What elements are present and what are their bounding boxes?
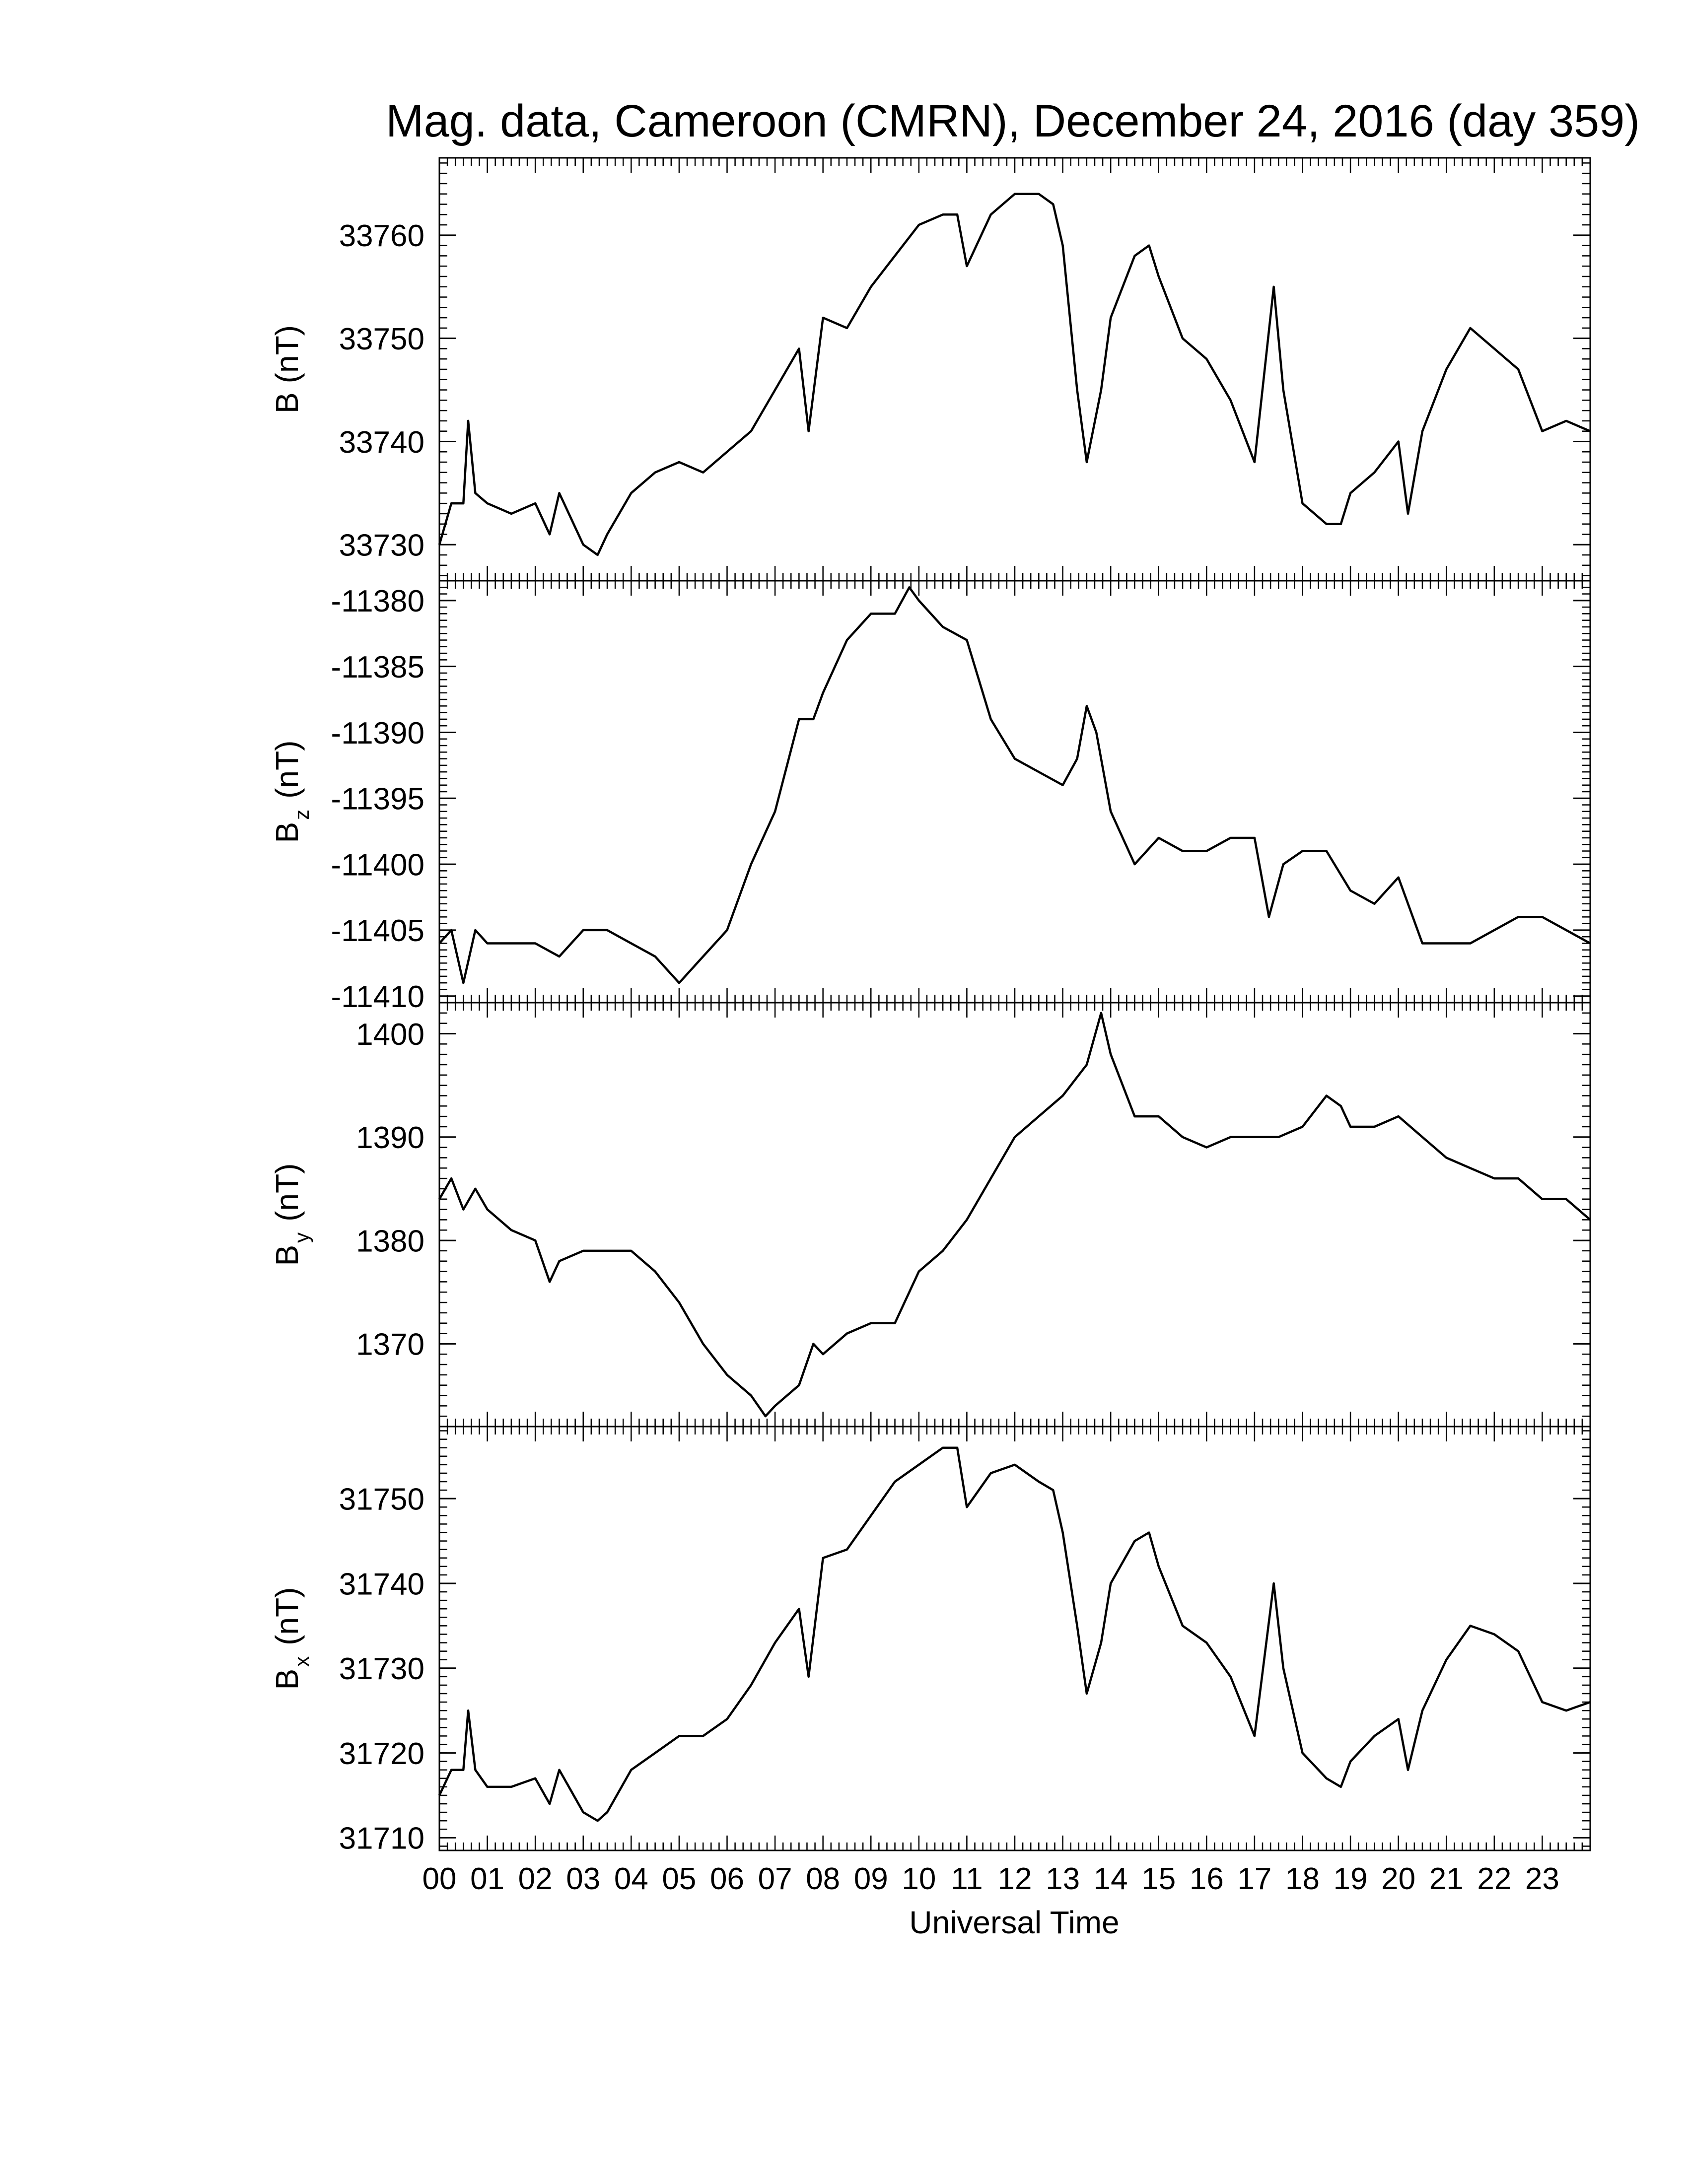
x-tick-label: 18 xyxy=(1285,1862,1320,1896)
y-axis-label-unit: (nT) xyxy=(269,1163,305,1222)
series-line-x xyxy=(438,1446,1591,1822)
y-axis-label-main: B xyxy=(269,392,305,413)
y-tick-label: 33740 xyxy=(339,425,424,460)
x-tick-label: 00 xyxy=(422,1862,457,1896)
y-axis-label-subscript: y xyxy=(290,1232,313,1243)
y-axis-label-main: B xyxy=(269,1245,305,1266)
x-tick-label: 13 xyxy=(1046,1862,1080,1896)
y-tick-label: 31710 xyxy=(339,1822,424,1856)
y-tick-label: 31720 xyxy=(339,1737,424,1771)
y-axis-label: By (nT) xyxy=(269,1163,313,1266)
y-tick-label: -11405 xyxy=(331,914,424,948)
y-tick-label: 31730 xyxy=(339,1652,424,1686)
y-axis-label-subscript: z xyxy=(290,810,313,820)
x-tick-label: 19 xyxy=(1334,1862,1368,1896)
y-axis-label-unit: (nT) xyxy=(269,741,305,799)
x-axis-tick-labels: 00 01 02 03 04 05 06 07 08 09 10 11 12 13 14 15 16 17 18 19… xyxy=(422,1862,1559,1896)
x-tick-label: 23 xyxy=(1525,1862,1559,1896)
x-axis-title: Universal Time xyxy=(909,1905,1119,1940)
panel-x: 31710 31720 31730 31740 31750 Bx (nT) xyxy=(269,1426,1591,1856)
y-tick-label: -11410 xyxy=(331,980,424,1014)
panel-frame xyxy=(438,157,1591,582)
y-tick-label: -11390 xyxy=(331,716,424,751)
panel-y: 1370 1380 1390 1400 By (nT) xyxy=(269,1002,1591,1428)
x-tick-label: 10 xyxy=(902,1862,936,1896)
y-axis-label-main: B xyxy=(269,822,305,843)
x-tick-label: 20 xyxy=(1381,1862,1415,1896)
x-tick-label: 17 xyxy=(1237,1862,1271,1896)
series-line-y xyxy=(438,1012,1591,1418)
y-axis-label-unit: (nT) xyxy=(269,1587,305,1645)
y-tick-label: -11400 xyxy=(331,848,424,882)
chart-panels: 33730337403375033760B(nT)-11380-11385-11… xyxy=(269,157,1591,1856)
x-tick-label: 08 xyxy=(806,1862,840,1896)
x-tick-label: 11 xyxy=(951,1862,983,1896)
y-axis-label-main: B xyxy=(269,1669,305,1690)
y-tick-label: 31740 xyxy=(339,1567,424,1601)
x-tick-label: 04 xyxy=(614,1862,648,1896)
y-tick-label: 1380 xyxy=(356,1224,424,1258)
x-tick-label: 21 xyxy=(1429,1862,1464,1896)
chart-title: Mag. data, Cameroon (CMRN), December 24,… xyxy=(386,96,1640,146)
x-tick-label: 06 xyxy=(710,1862,744,1896)
y-tick-label: 1370 xyxy=(356,1328,424,1362)
x-tick-label: 07 xyxy=(758,1862,792,1896)
y-axis-label: Bz (nT) xyxy=(269,741,313,843)
y-axis-label-subscript: x xyxy=(290,1656,313,1667)
panel-frame xyxy=(438,1002,1591,1428)
x-tick-label: 16 xyxy=(1190,1862,1224,1896)
x-tick-label: 15 xyxy=(1141,1862,1176,1896)
panel-frame xyxy=(438,580,1591,1004)
panel-frame xyxy=(438,1426,1591,1851)
series-line-z xyxy=(438,586,1591,984)
y-axis-label: Bx (nT) xyxy=(269,1587,313,1690)
series-line-b xyxy=(438,193,1591,556)
x-tick-label: 01 xyxy=(470,1862,504,1896)
panel-b: 33730 33740 33750 33760 B (nT) xyxy=(269,157,1591,582)
y-tick-label: 33760 xyxy=(339,219,424,253)
y-tick-label: 31750 xyxy=(339,1483,424,1517)
y-tick-label: 33730 xyxy=(339,529,424,563)
x-tick-label: 22 xyxy=(1477,1862,1511,1896)
x-tick-label: 12 xyxy=(998,1862,1032,1896)
x-tick-label: 14 xyxy=(1094,1862,1128,1896)
x-tick-label: 09 xyxy=(854,1862,888,1896)
panel-z: -11380 -11385 -11390 -11395 -11400 -11405 -114… xyxy=(269,580,1591,1014)
x-tick-label: 02 xyxy=(518,1862,553,1896)
y-tick-label: -11385 xyxy=(331,650,424,684)
y-tick-label: 1390 xyxy=(356,1121,424,1155)
y-tick-label: 33750 xyxy=(339,322,424,356)
y-tick-label: 1400 xyxy=(356,1018,424,1052)
x-tick-label: 05 xyxy=(662,1862,696,1896)
y-axis-label: B (nT) xyxy=(269,325,305,413)
y-tick-label: -11380 xyxy=(331,584,424,618)
y-axis-label-unit: (nT) xyxy=(269,325,305,383)
y-tick-label: -11395 xyxy=(331,782,424,817)
x-tick-label: 03 xyxy=(566,1862,600,1896)
